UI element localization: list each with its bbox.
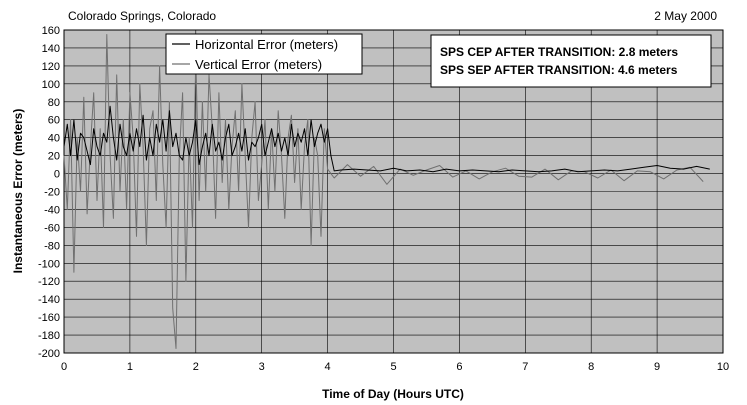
y-tick-label: -120 — [38, 276, 60, 288]
grid-lines — [63, 29, 724, 354]
series-group — [63, 34, 710, 349]
y-tick-label: 140 — [42, 43, 60, 55]
y-tick-label: -140 — [38, 294, 60, 306]
x-tick-label: 7 — [522, 361, 528, 373]
y-tick-label: -40 — [44, 204, 60, 216]
x-tick-label: 4 — [325, 361, 331, 373]
y-tick-label: -200 — [38, 348, 60, 360]
series-line-horizontal-error — [63, 105, 710, 173]
y-tick-label: 0 — [54, 169, 60, 181]
y-tick-label: 100 — [42, 79, 60, 91]
y-tick-label: 160 — [42, 25, 60, 37]
y-tick-label: 40 — [48, 133, 60, 145]
x-tick-label: 6 — [456, 361, 462, 373]
legend-label-vertical: Vertical Error (meters) — [195, 57, 322, 72]
annotation-cep: SPS CEP AFTER TRANSITION: 2.8 meters — [440, 45, 678, 59]
y-tick-label: -160 — [38, 312, 60, 324]
legend: Horizontal Error (meters) Vertical Error… — [165, 33, 363, 75]
x-tick-label: 9 — [654, 361, 660, 373]
y-axis-label: Instantaneous Error (meters) — [11, 109, 25, 274]
legend-label-horizontal: Horizontal Error (meters) — [195, 37, 338, 52]
location-label: Colorado Springs, Colorado — [68, 9, 216, 23]
annotation-box: SPS CEP AFTER TRANSITION: 2.8 meters SPS… — [430, 34, 712, 88]
series-line-vertical-error — [63, 34, 704, 349]
y-tick-label: -180 — [38, 330, 60, 342]
x-tick-label: 0 — [61, 361, 67, 373]
y-tick-label: -100 — [38, 258, 60, 270]
x-tick-label: 5 — [390, 361, 396, 373]
y-tick-label: -80 — [44, 240, 60, 252]
y-tick-label: 20 — [48, 151, 60, 163]
annotation-frame — [430, 34, 712, 88]
x-tick-label: 10 — [717, 361, 729, 373]
y-tick-label: 80 — [48, 97, 60, 109]
y-tick-label: -20 — [44, 187, 60, 199]
y-tick-label: 60 — [48, 115, 60, 127]
x-tick-label: 1 — [127, 361, 133, 373]
x-tick-label: 2 — [193, 361, 199, 373]
y-tick-label: -60 — [44, 222, 60, 234]
x-axis-label: Time of Day (Hours UTC) — [322, 387, 464, 401]
x-tick-labels: 0 1 2 3 4 5 6 7 8 9 10 — [61, 361, 729, 373]
date-label: 2 May 2000 — [654, 9, 717, 23]
y-tick-labels: 160 140 120 100 80 60 40 20 0 -20 -40 -60 -80 -100 -12… — [38, 25, 60, 360]
legend-box — [165, 33, 363, 75]
x-tick-label: 8 — [588, 361, 594, 373]
y-tick-label: 120 — [42, 61, 60, 73]
x-tick-label: 3 — [259, 361, 265, 373]
annotation-sep: SPS SEP AFTER TRANSITION: 4.6 meters — [440, 63, 678, 77]
